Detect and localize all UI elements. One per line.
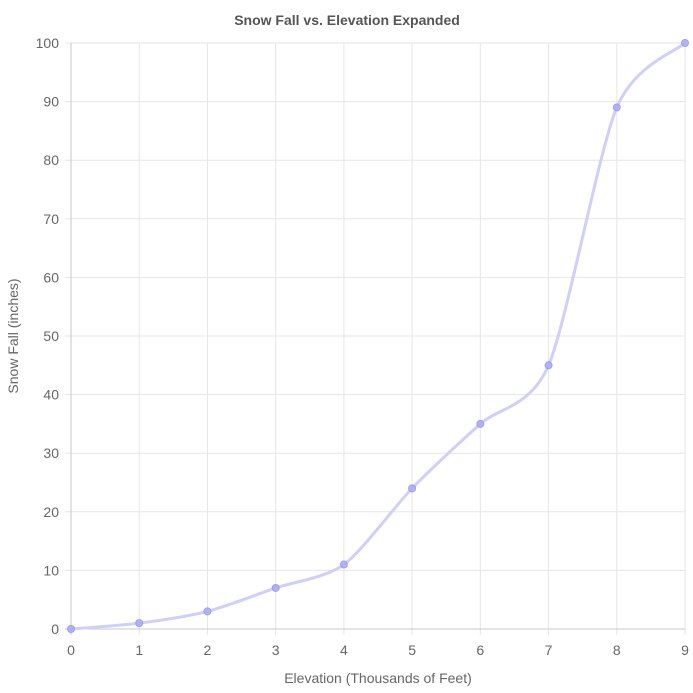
y-tick-label: 10 — [43, 562, 59, 578]
data-point[interactable] — [67, 625, 75, 633]
x-tick-label: 2 — [204, 642, 212, 658]
data-point[interactable] — [681, 39, 689, 47]
y-tick-label: 70 — [43, 211, 59, 227]
y-tick-label: 60 — [43, 269, 59, 285]
chart-title: Snow Fall vs. Elevation Expanded — [234, 12, 460, 28]
y-tick-label: 30 — [43, 445, 59, 461]
axes — [65, 43, 685, 635]
y-axis-ticks: 0 10 20 30 40 50 60 70 80 90 100 — [36, 35, 60, 637]
data-point[interactable] — [476, 419, 485, 428]
y-axis-label: Snow Fall (inches) — [5, 278, 21, 393]
x-tick-label: 6 — [476, 642, 484, 658]
x-tick-label: 1 — [135, 642, 143, 658]
x-tick-label: 9 — [681, 642, 689, 658]
data-point[interactable] — [612, 103, 621, 112]
data-points — [67, 39, 689, 633]
data-point[interactable] — [544, 361, 553, 370]
data-point[interactable] — [408, 484, 417, 493]
y-tick-label: 50 — [43, 328, 59, 344]
y-tick-label: 80 — [43, 152, 59, 168]
y-tick-label: 90 — [43, 94, 59, 110]
x-tick-label: 8 — [613, 642, 621, 658]
y-tick-label: 20 — [43, 504, 59, 520]
data-point[interactable] — [339, 560, 348, 569]
x-tick-label: 5 — [408, 642, 416, 658]
y-tick-label: 0 — [51, 621, 59, 637]
y-tick-label: 40 — [43, 387, 59, 403]
data-point[interactable] — [203, 607, 212, 616]
data-point[interactable] — [135, 619, 144, 628]
grid — [65, 42, 686, 635]
x-tick-label: 3 — [272, 642, 280, 658]
data-point[interactable] — [271, 583, 280, 592]
x-tick-label: 0 — [67, 642, 75, 658]
x-axis-ticks: 0 1 2 3 4 5 6 7 8 9 — [67, 642, 689, 658]
x-tick-label: 4 — [340, 642, 348, 658]
x-tick-label: 7 — [545, 642, 553, 658]
y-tick-label: 100 — [36, 35, 60, 51]
x-axis-label: Elevation (Thousands of Feet) — [284, 670, 472, 686]
